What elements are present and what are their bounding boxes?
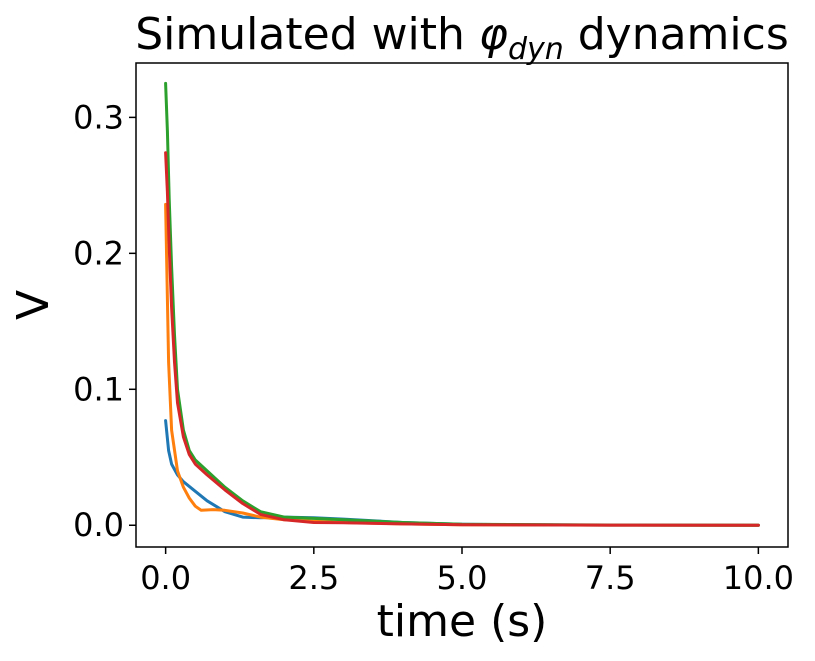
plot-frame xyxy=(135,62,789,548)
x-tick-label: 7.5 xyxy=(585,559,636,597)
y-axis: 0.0 0.1 0.2 0.3 xyxy=(73,98,136,544)
y-tick-label: 0.2 xyxy=(73,234,124,272)
x-tick-label: 0.0 xyxy=(140,559,191,597)
y-tick-label: 0.3 xyxy=(73,98,124,136)
chart-title: Simulated with φdyn dynamics xyxy=(135,9,789,67)
x-tick-label: 10.0 xyxy=(723,559,794,597)
y-tick-label: 0.0 xyxy=(73,506,124,544)
series-layer xyxy=(164,81,760,527)
x-axis: 0.0 2.5 5.0 7.5 10.0 xyxy=(140,547,794,597)
series-line-2 xyxy=(164,202,760,527)
x-axis-label: time (s) xyxy=(377,596,548,647)
x-tick-label: 5.0 xyxy=(437,559,488,597)
y-tick-label: 0.1 xyxy=(73,370,124,408)
y-axis-label: V xyxy=(8,290,59,320)
series-line-3 xyxy=(164,81,760,527)
series-line-4 xyxy=(164,151,760,527)
x-tick-label: 2.5 xyxy=(288,559,339,597)
